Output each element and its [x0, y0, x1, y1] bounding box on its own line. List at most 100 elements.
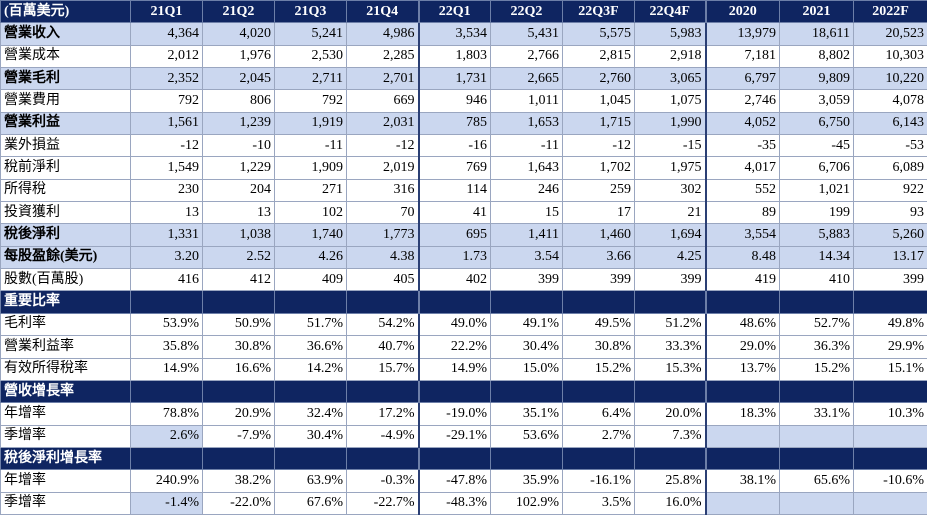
cell: 7.3%	[635, 425, 706, 447]
cell: 20,523	[854, 23, 927, 45]
cell	[635, 380, 706, 402]
cell: 1,229	[203, 157, 275, 179]
cell: -22.0%	[203, 492, 275, 514]
cell: 22.2%	[419, 336, 491, 358]
cell: 792	[131, 90, 203, 112]
cell: 4,078	[854, 90, 927, 112]
cell: 13	[203, 202, 275, 224]
header-cell: 22Q3F	[563, 1, 635, 23]
cell: 419	[706, 269, 780, 291]
cell	[419, 380, 491, 402]
cell: 15.1%	[854, 358, 927, 380]
cell	[563, 380, 635, 402]
cell	[854, 291, 927, 313]
cell: 2,918	[635, 45, 706, 67]
cell: 316	[347, 179, 419, 201]
cell: 1,549	[131, 157, 203, 179]
cell: 259	[563, 179, 635, 201]
cell: 14.9%	[131, 358, 203, 380]
row-label: 營業利益	[1, 112, 131, 134]
cell: 302	[635, 179, 706, 201]
row-label: 所得稅	[1, 179, 131, 201]
cell: 35.9%	[491, 470, 563, 492]
cell: 38.1%	[706, 470, 780, 492]
cell: 1,643	[491, 157, 563, 179]
cell: 14.9%	[419, 358, 491, 380]
cell: 1,239	[203, 112, 275, 134]
cell: 70	[347, 202, 419, 224]
cell: 4,364	[131, 23, 203, 45]
cell: 2,815	[563, 45, 635, 67]
cell: 20.9%	[203, 403, 275, 425]
cell: 35.8%	[131, 336, 203, 358]
cell	[275, 447, 347, 469]
cell: 102.9%	[491, 492, 563, 514]
cell	[491, 291, 563, 313]
cell: 8,802	[780, 45, 854, 67]
cell	[780, 425, 854, 447]
cell: 1,011	[491, 90, 563, 112]
cell	[203, 291, 275, 313]
cell: 52.7%	[780, 313, 854, 335]
cell: 51.7%	[275, 313, 347, 335]
cell	[203, 380, 275, 402]
header-cell: 22Q2	[491, 1, 563, 23]
cell: 9,809	[780, 68, 854, 90]
row-label: 營業費用	[1, 90, 131, 112]
row-label: 有效所得稅率	[1, 358, 131, 380]
cell	[706, 492, 780, 514]
cell: 8.48	[706, 246, 780, 268]
cell	[780, 492, 854, 514]
cell: 5,983	[635, 23, 706, 45]
cell	[706, 447, 780, 469]
cell	[491, 380, 563, 402]
cell: 48.6%	[706, 313, 780, 335]
cell: 1,740	[275, 224, 347, 246]
cell: 17.2%	[347, 403, 419, 425]
cell: 67.6%	[275, 492, 347, 514]
cell: 2.7%	[563, 425, 635, 447]
row-label: 業外損益	[1, 135, 131, 157]
cell: 2.6%	[131, 425, 203, 447]
cell	[347, 447, 419, 469]
cell: 416	[131, 269, 203, 291]
table-row: 重要比率	[1, 291, 927, 313]
cell: 6,706	[780, 157, 854, 179]
cell: 29.9%	[854, 336, 927, 358]
cell: 54.2%	[347, 313, 419, 335]
cell: 1,411	[491, 224, 563, 246]
cell: 15.3%	[635, 358, 706, 380]
cell: 16.6%	[203, 358, 275, 380]
cell: -12	[131, 135, 203, 157]
cell: 15.2%	[563, 358, 635, 380]
row-label: 稅後淨利增長率	[1, 447, 131, 469]
cell: 1,694	[635, 224, 706, 246]
cell: 5,883	[780, 224, 854, 246]
table-row: 稅後淨利增長率	[1, 447, 927, 469]
cell: -15	[635, 135, 706, 157]
row-label: 年增率	[1, 470, 131, 492]
cell: 53.6%	[491, 425, 563, 447]
cell: 30.4%	[275, 425, 347, 447]
cell: 1,975	[635, 157, 706, 179]
cell: 2,701	[347, 68, 419, 90]
cell: 32.4%	[275, 403, 347, 425]
cell: 13.7%	[706, 358, 780, 380]
cell	[854, 492, 927, 514]
cell: 51.2%	[635, 313, 706, 335]
row-label: 季增率	[1, 425, 131, 447]
cell: 3.54	[491, 246, 563, 268]
cell: 1,919	[275, 112, 347, 134]
cell: 49.1%	[491, 313, 563, 335]
cell	[419, 447, 491, 469]
cell: 102	[275, 202, 347, 224]
